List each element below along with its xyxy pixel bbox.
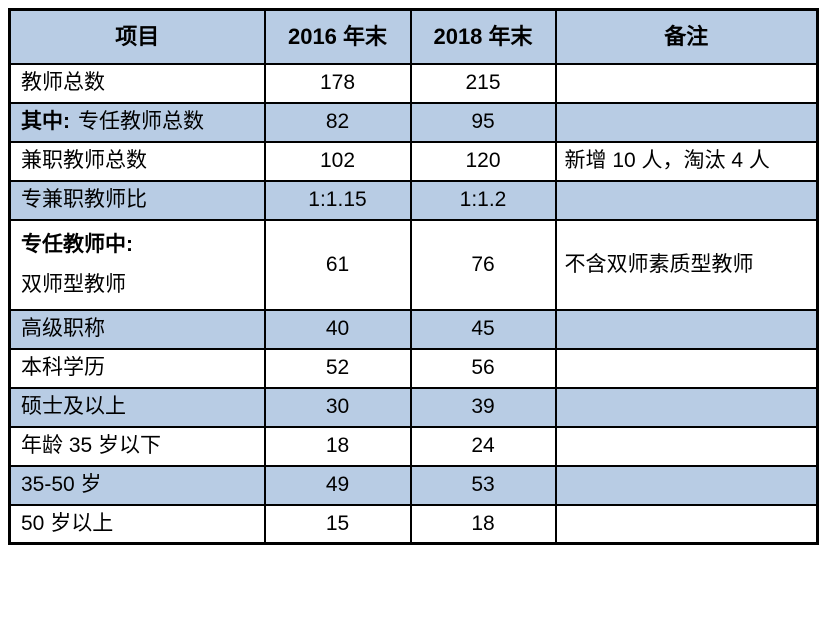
row-label-prefix: 专任教师中: — [21, 233, 133, 256]
row-note — [554, 102, 819, 143]
value-2018: 1:1.2 — [409, 180, 557, 221]
value-2018: 45 — [409, 308, 557, 350]
value-2016: 178 — [263, 63, 412, 104]
header-item: 项目 — [8, 8, 266, 65]
row-label: 硕士及以上 — [8, 386, 266, 428]
value-2018: 215 — [409, 63, 557, 104]
row-note — [554, 464, 819, 506]
teacher-statistics-table: 项目 2016 年末 2018 年末 备注 教师总数 178 215 其中: 专任… — [8, 8, 819, 546]
table-row-dual-qualified-teachers: 专任教师中: 双师型教师 61 76 不含双师素质型教师 — [8, 219, 819, 311]
value-2016: 61 — [263, 219, 412, 311]
table-row-total-teachers: 教师总数 178 215 — [8, 63, 819, 104]
table-row-teacher-ratio: 专兼职教师比 1:1.15 1:1.2 — [8, 180, 819, 221]
table-row-bachelor-degree: 本科学历 52 56 — [8, 347, 819, 389]
value-2016: 102 — [263, 141, 412, 182]
value-2016: 52 — [263, 347, 412, 389]
row-note — [554, 425, 819, 467]
value-2018: 95 — [409, 102, 557, 143]
table-row-age-under-35: 年龄 35 岁以下 18 24 — [8, 425, 819, 467]
row-label: 兼职教师总数 — [8, 141, 266, 182]
value-2018: 24 — [409, 425, 557, 467]
row-label-text: 双师型教师 — [21, 272, 126, 296]
value-2018: 39 — [409, 386, 557, 428]
value-2016: 18 — [263, 425, 412, 467]
header-note: 备注 — [554, 8, 819, 65]
table-row-fulltime-teachers: 其中: 专任教师总数 82 95 — [8, 102, 819, 143]
row-label: 高级职称 — [8, 308, 266, 350]
row-label: 本科学历 — [8, 347, 266, 389]
value-2016: 40 — [263, 308, 412, 350]
row-note: 不含双师素质型教师 — [554, 219, 819, 311]
value-2018: 76 — [409, 219, 557, 311]
table-row-parttime-teachers: 兼职教师总数 102 120 新增 10 人，淘汰 4 人 — [8, 141, 819, 182]
row-note — [554, 308, 819, 350]
row-note — [554, 503, 819, 545]
header-2018: 2018 年末 — [409, 8, 557, 65]
value-2016: 49 — [263, 464, 412, 506]
value-2016: 1:1.15 — [263, 180, 412, 221]
value-2018: 18 — [409, 503, 557, 545]
row-label-prefix: 其中: — [21, 110, 70, 134]
row-note — [554, 386, 819, 428]
value-2016: 30 — [263, 386, 412, 428]
value-2016: 15 — [263, 503, 412, 545]
row-label-text: 专任教师总数 — [78, 110, 204, 134]
header-row: 项目 2016 年末 2018 年末 备注 — [8, 8, 819, 65]
row-label: 专兼职教师比 — [8, 180, 266, 221]
row-note: 新增 10 人，淘汰 4 人 — [554, 141, 819, 182]
table-row-senior-title: 高级职称 40 45 — [8, 308, 819, 350]
row-label: 年龄 35 岁以下 — [8, 425, 266, 467]
row-note — [554, 180, 819, 221]
row-label: 教师总数 — [8, 63, 266, 104]
row-note — [554, 63, 819, 104]
row-label: 35-50 岁 — [8, 464, 266, 506]
row-note — [554, 347, 819, 389]
value-2018: 56 — [409, 347, 557, 389]
row-label: 其中: 专任教师总数 — [8, 102, 266, 143]
row-label: 专任教师中: 双师型教师 — [8, 219, 266, 311]
value-2018: 53 — [409, 464, 557, 506]
table-row-age-over-50: 50 岁以上 15 18 — [8, 503, 819, 545]
row-label: 50 岁以上 — [8, 503, 266, 545]
header-2016: 2016 年末 — [263, 8, 412, 65]
table-row-age-35-50: 35-50 岁 49 53 — [8, 464, 819, 506]
value-2016: 82 — [263, 102, 412, 143]
value-2018: 120 — [409, 141, 557, 182]
table-row-master-and-above: 硕士及以上 30 39 — [8, 386, 819, 428]
